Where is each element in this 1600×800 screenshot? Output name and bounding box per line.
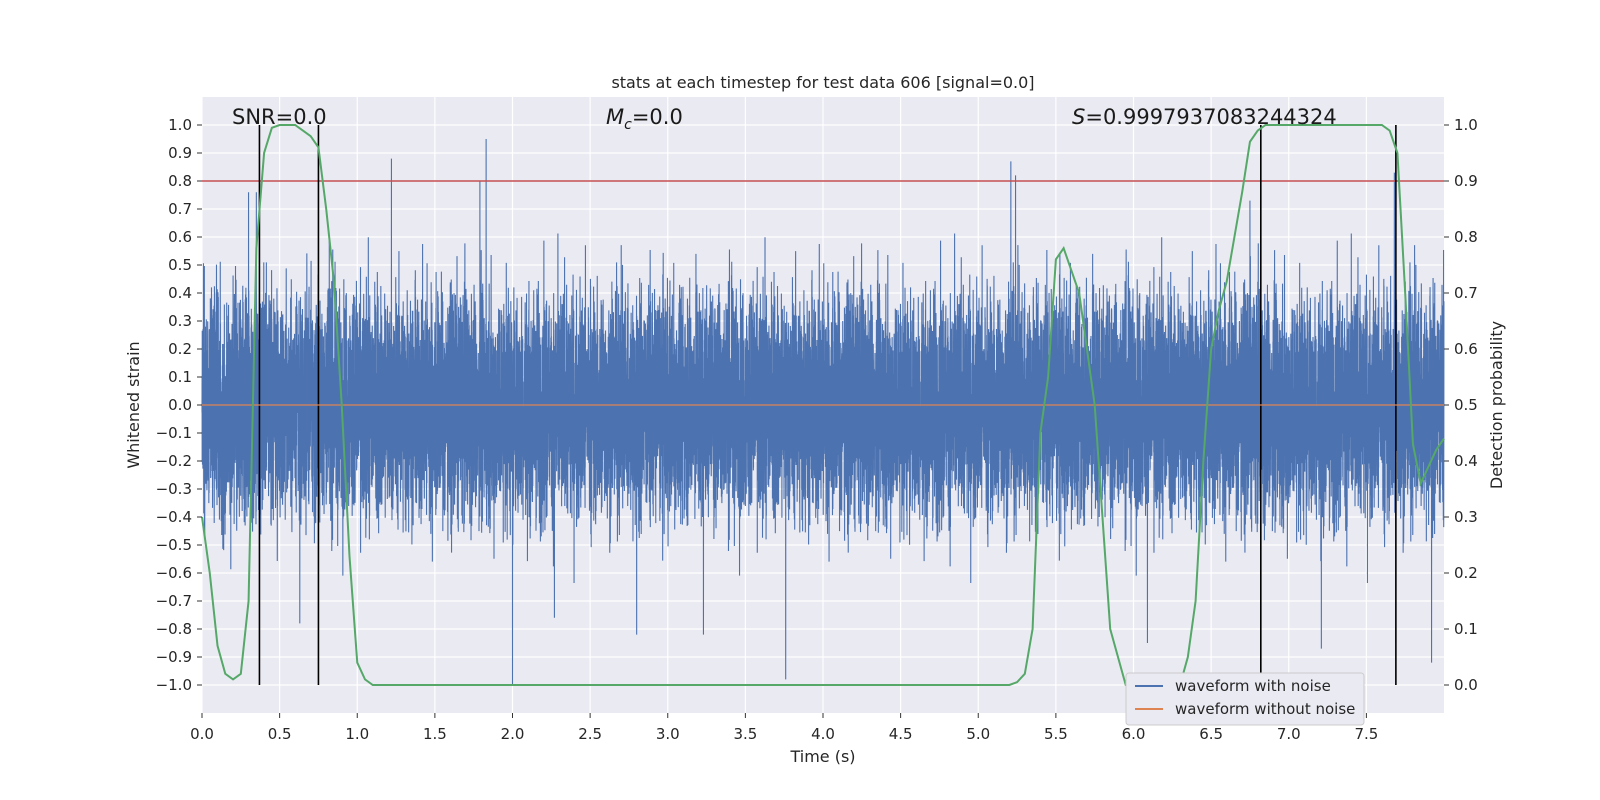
- x-tick-label: 7.5: [1354, 725, 1378, 743]
- y-tick-label-left: 0.3: [168, 312, 192, 330]
- x-tick-label: 5.5: [1044, 725, 1068, 743]
- x-axis-label: Time (s): [789, 747, 855, 766]
- y-tick-label-left: 0.2: [168, 340, 192, 358]
- y-tick-label-right: 0.6: [1454, 340, 1478, 358]
- y-tick-label-left: −0.4: [156, 508, 192, 526]
- y-tick-label-left: 0.6: [168, 228, 192, 246]
- annotation-chirp-mass: Mc=0.0: [606, 105, 683, 133]
- x-tick-label: 4.5: [889, 725, 913, 743]
- x-tick-label: 2.0: [501, 725, 525, 743]
- chart-title: stats at each timestep for test data 606…: [611, 73, 1034, 92]
- y-tick-label-left: 0.0: [168, 396, 192, 414]
- y-tick-label-left: 0.4: [168, 284, 192, 302]
- y-axis-label-left: Whitened strain: [124, 341, 143, 468]
- x-tick-label: 3.0: [656, 725, 680, 743]
- x-tick-label: 0.0: [190, 725, 214, 743]
- y-axis-label-right: Detection probability: [1487, 321, 1506, 489]
- y-tick-label-left: 0.9: [168, 144, 192, 162]
- x-tick-label: 7.0: [1277, 725, 1301, 743]
- series-detection-probability: [201, 124, 1445, 686]
- legend: waveform with noise waveform without noi…: [1125, 672, 1365, 726]
- y-tick-label-right: 0.0: [1454, 676, 1478, 694]
- x-axis: 0.0 0.5 1.0 1.5 2.0 2.5 3.0 3.5 4.0 4.5 5.0 5.5 6.0 6…: [190, 713, 1378, 743]
- y-tick-label-right: 0.4: [1454, 452, 1478, 470]
- x-tick-label: 3.5: [733, 725, 757, 743]
- y-tick-label-left: −0.7: [156, 592, 192, 610]
- waveform-with-noise-line: [201, 138, 1445, 686]
- y-tick-label-right: 0.5: [1454, 396, 1478, 414]
- x-tick-label: 1.5: [423, 725, 447, 743]
- y-tick-label-left: −0.5: [156, 536, 192, 554]
- y-tick-label-right: 0.1: [1454, 620, 1478, 638]
- x-tick-label: 2.5: [578, 725, 602, 743]
- y-tick-label-left: 1.0: [168, 116, 192, 134]
- x-tick-label: 6.5: [1199, 725, 1223, 743]
- legend-label-noise: waveform with noise: [1175, 677, 1331, 695]
- y-tick-label-right: 0.8: [1454, 228, 1478, 246]
- x-tick-label: 1.0: [345, 725, 369, 743]
- y-tick-label-left: −0.3: [156, 480, 192, 498]
- y-tick-label-right: 0.3: [1454, 508, 1478, 526]
- annotation-score: S=0.9997937083244324: [1072, 105, 1337, 129]
- y-tick-label-right: 1.0: [1454, 116, 1478, 134]
- y-axis-left: 1.0 0.9 0.8 0.7 0.6 0.5 0.4 0.3 0.2 0.1 0.0 −0.1 −0.…: [156, 116, 202, 694]
- y-tick-label-left: −0.8: [156, 620, 192, 638]
- y-tick-label-left: −0.1: [156, 424, 192, 442]
- x-tick-label: 0.5: [268, 725, 292, 743]
- y-tick-label-left: −0.6: [156, 564, 192, 582]
- detection-probability-line: [201, 124, 1445, 686]
- y-tick-label-right: 0.7: [1454, 284, 1478, 302]
- x-tick-label: 4.0: [811, 725, 835, 743]
- series-waveform-with-noise: [201, 138, 1445, 686]
- y-tick-label-left: 0.5: [168, 256, 192, 274]
- y-tick-label-left: −0.2: [156, 452, 192, 470]
- y-tick-label-left: 0.7: [168, 200, 192, 218]
- y-tick-label-left: 0.1: [168, 368, 192, 386]
- y-tick-label-left: −0.9: [156, 648, 192, 666]
- legend-label-clean: waveform without noise: [1175, 700, 1355, 718]
- x-tick-label: 5.0: [966, 725, 990, 743]
- x-tick-label: 6.0: [1122, 725, 1146, 743]
- y-tick-label-left: 0.8: [168, 172, 192, 190]
- y-axis-right: 1.0 0.9 0.8 0.7 0.6 0.5 0.4 0.3 0.2 0.1 0.0: [1444, 116, 1478, 694]
- y-tick-label-right: 0.9: [1454, 172, 1478, 190]
- y-tick-label-right: 0.2: [1454, 564, 1478, 582]
- legend-box: [1125, 672, 1365, 726]
- annotation-snr: SNR=0.0: [232, 105, 327, 129]
- y-tick-label-left: −1.0: [156, 676, 192, 694]
